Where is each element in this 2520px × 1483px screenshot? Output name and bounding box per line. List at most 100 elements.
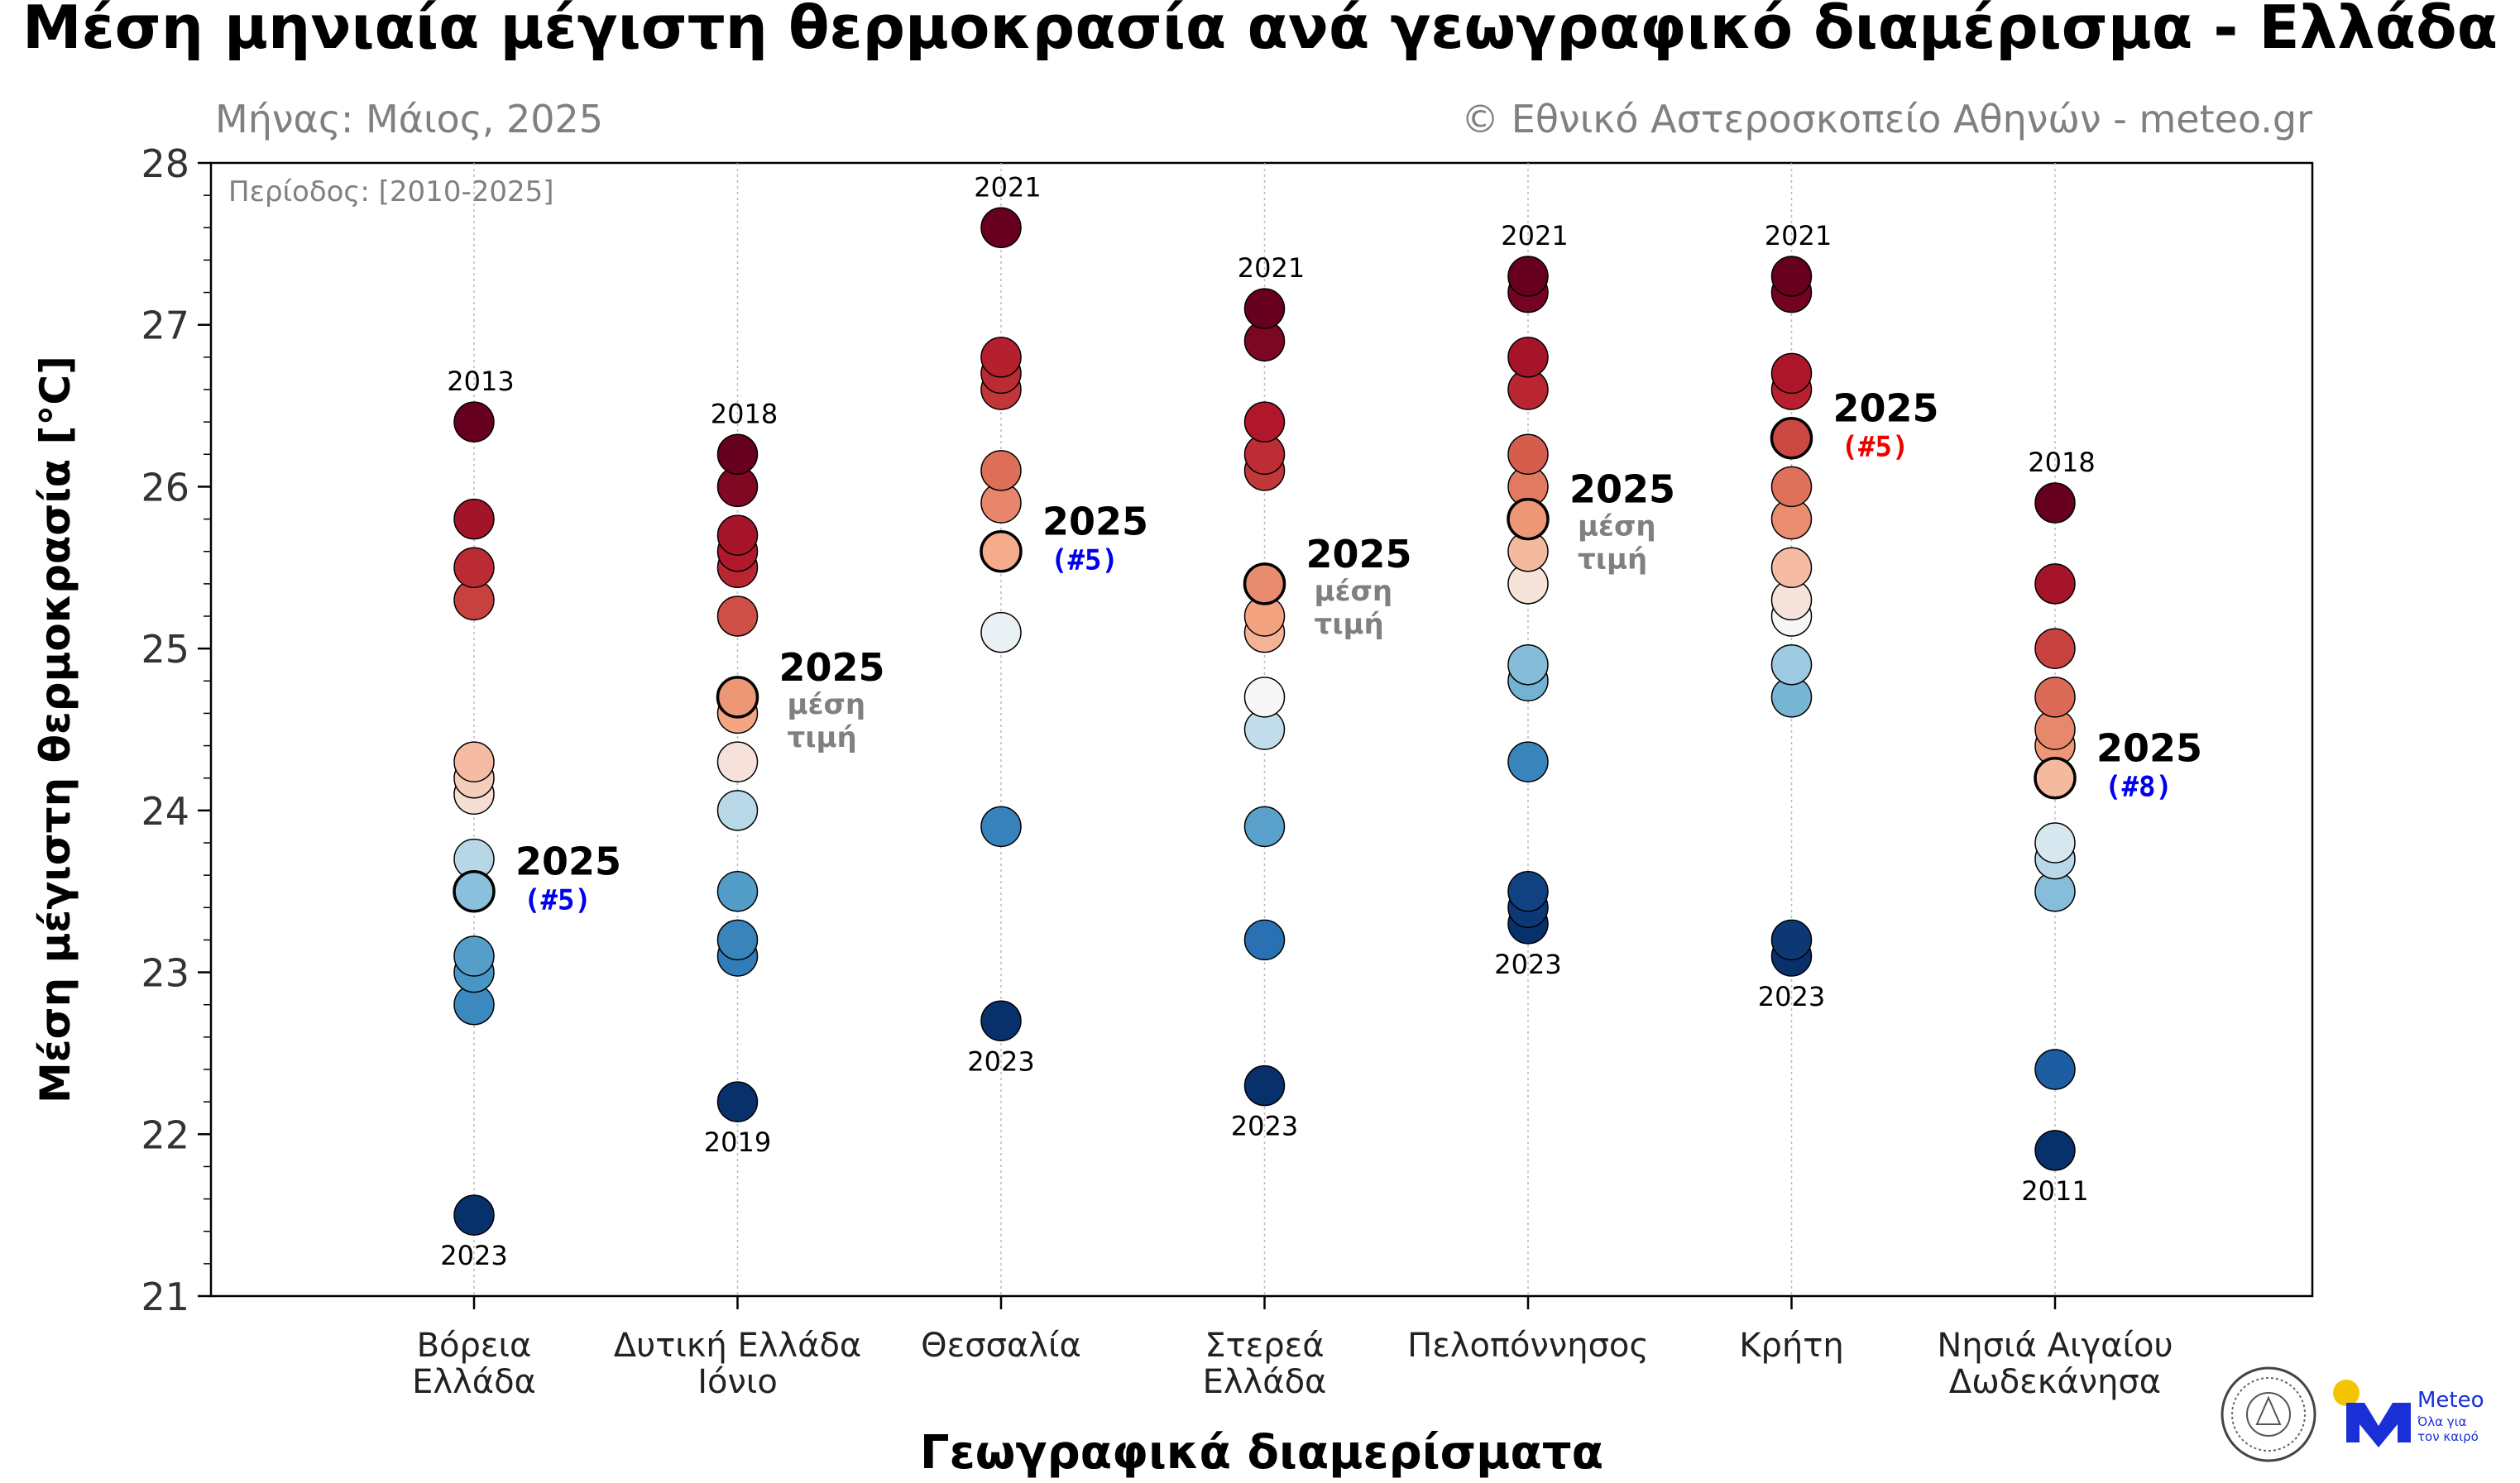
x-tick-label: Δωδεκάνησα	[1949, 1363, 2161, 1401]
data-point	[2034, 563, 2076, 605]
data-point	[1770, 547, 1813, 589]
data-point	[1770, 919, 1813, 961]
copyright-label: © Εθνικό Αστεροσκοπείο Αθηνών - meteo.gr	[1461, 97, 2312, 141]
data-point	[453, 498, 495, 540]
data-point	[1507, 256, 1549, 297]
data-point	[716, 870, 759, 912]
max-year-label: 2021	[1501, 220, 1568, 251]
y-tick-label: 24	[141, 789, 189, 834]
label-2025: 2025	[1042, 500, 1148, 544]
label-2025: 2025	[1833, 386, 1939, 431]
max-year-label: 2021	[974, 171, 1041, 203]
y-tick-label: 21	[141, 1275, 189, 1319]
min-year-label: 2023	[1494, 949, 1561, 980]
mean-note: τιμή	[1578, 543, 1647, 576]
x-tick-label: Ελλάδα	[1203, 1363, 1327, 1401]
x-tick-label: Δυτική Ελλάδα	[614, 1327, 862, 1365]
data-point	[1243, 677, 1286, 718]
data-point-2025	[1507, 497, 1550, 541]
data-point	[1770, 352, 1813, 395]
y-tick-label: 27	[141, 304, 189, 348]
min-year-label: 2023	[1231, 1111, 1298, 1142]
data-point	[980, 337, 1022, 378]
data-point	[716, 433, 759, 476]
data-point	[1243, 288, 1286, 329]
data-point	[1243, 919, 1286, 961]
x-tick-label: Ιόνιο	[697, 1363, 778, 1401]
x-tick-label: Θεσσαλία	[921, 1327, 1081, 1365]
data-point	[453, 935, 495, 977]
data-point	[980, 806, 1022, 848]
meteo-tagline-2: τον καιρό	[2417, 1429, 2479, 1444]
label-2025: 2025	[1306, 532, 1412, 576]
data-point	[716, 596, 759, 637]
label-2025: 2025	[515, 840, 621, 884]
mean-note: μέση	[1578, 510, 1656, 543]
mean-note: μέση	[1315, 575, 1393, 608]
y-tick-label: 23	[141, 951, 189, 996]
data-point	[1770, 643, 1813, 686]
annotations: 201320232025(#5)201820192025μέσητιμή2021…	[440, 171, 2202, 1271]
min-year-label: 2011	[2021, 1175, 2088, 1207]
period-label: Περίοδος: [2010-2025]	[228, 175, 554, 208]
min-year-label: 2023	[1758, 981, 1825, 1012]
x-tick-label: Ελλάδα	[412, 1363, 536, 1401]
mean-note: τιμή	[788, 721, 857, 754]
data-point	[453, 1194, 495, 1236]
meteo-m-icon	[2346, 1403, 2411, 1447]
max-year-label: 2018	[711, 398, 778, 429]
x-axis-label: Γεωγραφικά διαμερίσματα	[920, 1426, 1603, 1480]
x-tick-label: Κρήτη	[1739, 1327, 1843, 1365]
x-tick-label: Πελοπόννησος	[1407, 1327, 1649, 1365]
label-2025: 2025	[2096, 726, 2202, 771]
x-tick-label: Νησιά Αιγαίου	[1937, 1327, 2173, 1365]
min-year-label: 2023	[967, 1045, 1034, 1077]
meteo-tagline-1: Όλα για	[2417, 1414, 2467, 1429]
x-tick-label: Βόρεια	[417, 1327, 532, 1365]
rank-note: (#5)	[1051, 544, 1119, 577]
data-point	[1507, 741, 1549, 782]
y-tick-label: 26	[141, 465, 189, 509]
data-point	[2034, 628, 2076, 669]
data-point	[2034, 1130, 2076, 1171]
y-tick-label: 28	[141, 141, 189, 186]
data-point	[1507, 433, 1549, 476]
data-point	[2034, 1049, 2076, 1090]
data-point	[453, 547, 495, 589]
data-point	[1770, 466, 1813, 508]
y-axis-label: Μέση μέγιστη θερμοκρασία [°C]	[31, 356, 79, 1103]
month-label: Μήνας: Μάιος, 2025	[215, 97, 603, 141]
x-tick-label: Στερεά	[1205, 1327, 1324, 1365]
label-2025: 2025	[779, 645, 885, 690]
data-point	[1243, 806, 1286, 848]
y-tick-label: 25	[141, 627, 189, 672]
rank-note: (#5)	[524, 884, 592, 917]
data-point	[1243, 401, 1286, 443]
rank-note: (#5)	[1842, 431, 1909, 464]
meteo-brand: Meteo	[2417, 1388, 2484, 1413]
data-point	[1507, 870, 1549, 912]
sun-icon	[2333, 1380, 2360, 1406]
data-point	[716, 919, 759, 961]
data-point	[716, 790, 759, 831]
plot-area: Περίοδος: [2010-2025] 21 22 23 24 25 26 27 28 Β…	[141, 141, 2314, 1401]
data-point	[453, 741, 495, 782]
data-point	[1507, 643, 1549, 686]
data-point-2025	[716, 676, 759, 719]
data-point	[980, 1000, 1022, 1042]
max-year-label: 2021	[1765, 220, 1832, 251]
data-point	[1243, 1064, 1286, 1107]
max-year-label: 2021	[1238, 252, 1305, 284]
mean-note: μέση	[788, 688, 866, 721]
max-year-label: 2018	[2028, 447, 2095, 478]
mean-note: τιμή	[1315, 608, 1384, 641]
data-point-2025	[980, 529, 1023, 573]
data-point-2025	[1770, 416, 1813, 460]
data-point	[980, 450, 1022, 491]
min-year-label: 2019	[704, 1127, 771, 1158]
label-2025: 2025	[1569, 467, 1675, 512]
y-tick-label: 22	[141, 1112, 189, 1157]
data-point	[2034, 677, 2076, 718]
